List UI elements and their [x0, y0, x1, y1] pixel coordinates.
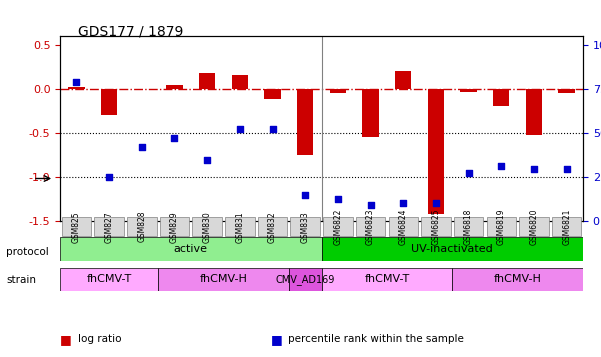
Text: fhCMV-H: fhCMV-H [200, 274, 248, 285]
Text: active: active [174, 244, 208, 254]
Text: GSM832: GSM832 [268, 211, 277, 242]
FancyBboxPatch shape [290, 217, 320, 236]
Text: ■: ■ [270, 333, 282, 346]
FancyBboxPatch shape [519, 217, 549, 236]
Text: protocol: protocol [6, 247, 49, 257]
FancyBboxPatch shape [192, 217, 222, 236]
Bar [330, 89, 346, 93]
Bar [297, 89, 313, 155]
Text: CMV_AD169: CMV_AD169 [275, 274, 335, 285]
Text: GSM6821: GSM6821 [562, 208, 571, 245]
Bar [199, 73, 215, 89]
Text: GDS177 / 1879: GDS177 / 1879 [78, 25, 183, 39]
Text: fhCMV-T: fhCMV-T [87, 274, 132, 285]
Bar [231, 75, 248, 89]
Bar [264, 89, 281, 99]
Text: GSM833: GSM833 [300, 211, 310, 242]
Text: GSM6824: GSM6824 [398, 208, 407, 245]
Point [398, 200, 408, 206]
Text: GSM6823: GSM6823 [366, 208, 375, 245]
Text: GSM6825: GSM6825 [432, 208, 441, 245]
Point [169, 135, 179, 141]
Point [333, 196, 343, 202]
Bar [101, 89, 117, 115]
Bar [395, 71, 412, 89]
Text: GSM6818: GSM6818 [464, 208, 473, 245]
Text: GSM6820: GSM6820 [529, 208, 538, 245]
FancyBboxPatch shape [62, 217, 91, 236]
FancyBboxPatch shape [487, 217, 516, 236]
FancyBboxPatch shape [158, 268, 289, 291]
Text: GSM831: GSM831 [236, 211, 245, 242]
Point [529, 166, 538, 172]
Bar [558, 89, 575, 93]
FancyBboxPatch shape [388, 217, 418, 236]
Text: GSM6822: GSM6822 [334, 208, 343, 245]
Text: GSM828: GSM828 [137, 211, 146, 242]
FancyBboxPatch shape [289, 268, 322, 291]
FancyBboxPatch shape [127, 217, 156, 236]
FancyBboxPatch shape [322, 268, 453, 291]
FancyBboxPatch shape [225, 217, 255, 236]
FancyBboxPatch shape [552, 217, 581, 236]
Bar [69, 87, 85, 89]
FancyBboxPatch shape [322, 237, 583, 261]
Text: GSM829: GSM829 [170, 211, 179, 242]
Bar [166, 85, 183, 89]
Text: GSM825: GSM825 [72, 211, 81, 242]
Point [562, 166, 572, 172]
Text: GSM827: GSM827 [105, 211, 114, 242]
Point [105, 174, 114, 180]
FancyBboxPatch shape [453, 268, 583, 291]
Point [300, 192, 310, 198]
FancyBboxPatch shape [454, 217, 483, 236]
Text: fhCMV-T: fhCMV-T [364, 274, 409, 285]
Text: GSM830: GSM830 [203, 211, 212, 242]
FancyBboxPatch shape [160, 217, 189, 236]
Point [464, 170, 474, 176]
FancyBboxPatch shape [258, 217, 287, 236]
Bar [493, 89, 510, 106]
Point [72, 79, 81, 85]
Bar [526, 89, 542, 135]
FancyBboxPatch shape [356, 217, 385, 236]
FancyBboxPatch shape [94, 217, 124, 236]
Point [366, 202, 376, 207]
Point [267, 126, 277, 131]
FancyBboxPatch shape [323, 217, 353, 236]
Point [137, 144, 147, 150]
Bar [460, 89, 477, 92]
Text: ■: ■ [60, 333, 72, 346]
Text: strain: strain [6, 275, 36, 285]
Text: UV-inactivated: UV-inactivated [411, 244, 493, 254]
Text: percentile rank within the sample: percentile rank within the sample [288, 334, 465, 344]
Point [431, 200, 441, 206]
FancyBboxPatch shape [421, 217, 451, 236]
Bar [362, 89, 379, 137]
Text: log ratio: log ratio [78, 334, 121, 344]
Point [496, 163, 506, 169]
Text: fhCMV-H: fhCMV-H [493, 274, 542, 285]
Point [203, 157, 212, 163]
Text: GSM6819: GSM6819 [497, 208, 506, 245]
FancyBboxPatch shape [60, 237, 322, 261]
Point [235, 126, 245, 131]
Bar [428, 89, 444, 214]
FancyBboxPatch shape [60, 268, 158, 291]
